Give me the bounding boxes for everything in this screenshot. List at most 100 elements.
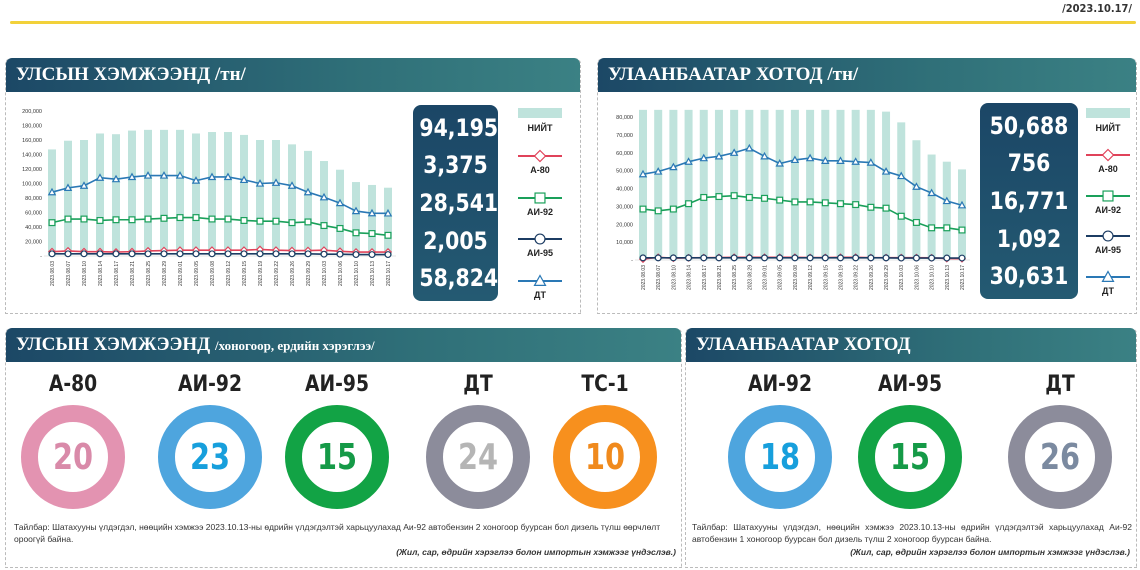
bar-total [256, 140, 264, 256]
national-note: Тайлбар: Шатахууны үлдэгдэл, нөөцийн хэм… [14, 522, 661, 544]
square-marker [669, 205, 677, 213]
square-marker [272, 217, 280, 225]
square-marker [654, 207, 662, 215]
triangle-marker [207, 172, 217, 181]
circle-marker [320, 250, 328, 258]
triangle-marker [533, 274, 547, 286]
circle-marker [730, 254, 738, 262]
legend-diamond-icon [518, 149, 562, 163]
square-marker [534, 191, 546, 204]
square-marker [761, 194, 769, 202]
triangle-marker [239, 175, 249, 184]
circle-marker [240, 250, 248, 258]
bar-total [912, 140, 921, 260]
total-value-ai92: 28,541 [419, 188, 499, 217]
fuel-label: А-80 [48, 372, 98, 397]
triangle-marker [881, 167, 891, 175]
triangle-marker [319, 192, 329, 201]
days-item: АИ-95 15 [850, 372, 970, 509]
triangle-marker [684, 157, 693, 165]
total-value-a80: 756 [1007, 149, 1051, 178]
city-volume-panel: УЛААНБААТАР ХОТОД /тн/ [597, 58, 1137, 314]
days-value: 15 [316, 436, 358, 478]
legend-swatch [518, 108, 562, 118]
legend-item-a80: А-80 [1083, 147, 1133, 174]
triangle-marker [255, 179, 265, 187]
circle-marker [669, 254, 677, 262]
y-tick-label: 200,000 [22, 109, 42, 115]
square-marker [836, 200, 844, 208]
bar-total [897, 122, 906, 260]
total-value-all: 94,195 [419, 113, 499, 142]
x-tick-label: 2023.09.12 [808, 265, 814, 290]
panel-title: УЛСЫН ХЭМЖЭЭНД [16, 64, 211, 85]
triangle-marker [775, 159, 784, 167]
days-donut: 24 [426, 405, 530, 509]
square-marker [288, 219, 296, 227]
x-tick-label: 2023.09.26 [869, 265, 875, 290]
triangle-marker [127, 172, 137, 181]
x-tick-label: 2023.09.05 [778, 265, 784, 290]
bar-total [96, 133, 104, 256]
circle-marker [192, 250, 200, 258]
square-marker [897, 212, 905, 220]
panel-header: УЛСЫН ХЭМЖЭЭНД /хоногоор, ердийн хэрэглэ… [6, 328, 681, 362]
days-value: 26 [1039, 436, 1081, 478]
circle-marker [912, 254, 920, 262]
legend-triangle-icon [1086, 270, 1130, 282]
circle-marker [128, 250, 136, 258]
circle-marker [791, 254, 799, 262]
bar-total [866, 109, 875, 260]
legend-bar-icon [518, 108, 562, 118]
bar-total [836, 109, 845, 260]
square-marker [336, 224, 344, 232]
triangle-marker [303, 187, 313, 196]
circle-marker [224, 250, 232, 258]
square-marker [867, 203, 875, 211]
legend-item-total: НИЙТ [515, 106, 565, 133]
legend-item-ai92: АИ-92 [515, 190, 565, 217]
triangle-marker [927, 188, 936, 197]
national-volume-panel: УЛСЫН ХЭМЖЭЭНД /тн/ [5, 58, 581, 314]
y-tick-label: 120,000 [22, 167, 42, 173]
triangle-marker [653, 167, 663, 175]
square-marker [192, 214, 200, 222]
x-tick-label: 2023.10.13 [370, 261, 376, 286]
x-tick-label: 2023.08.07 [66, 261, 72, 286]
y-tick-label: 60,000 [616, 151, 633, 157]
x-tick-label: 2023.08.10 [82, 261, 88, 286]
triangle-marker [714, 151, 724, 160]
legend-swatch [1086, 108, 1130, 118]
city-totals-box: 50,688 756 16,771 1,092 30,631 [980, 103, 1078, 299]
legend-label: ДТ [534, 290, 546, 300]
square-marker [224, 215, 232, 223]
triangle-marker [335, 198, 345, 207]
days-value: 18 [759, 436, 801, 478]
x-tick-label: 2023.10.10 [354, 261, 360, 286]
triangle-marker [175, 171, 185, 179]
x-tick-label: 2023.10.06 [338, 261, 344, 286]
square-marker [144, 215, 152, 223]
square-marker [48, 219, 56, 227]
circle-marker [256, 250, 264, 258]
circle-marker [64, 250, 72, 258]
square-marker [791, 198, 799, 206]
y-tick-label: 40,000 [25, 225, 42, 231]
square-marker [821, 199, 829, 207]
triangle-marker [95, 173, 105, 181]
series-line-ai92 [642, 194, 963, 231]
circle-marker [776, 254, 784, 262]
y-tick-label: 50,000 [616, 169, 633, 175]
triangle-marker [805, 153, 815, 162]
triangle-marker [383, 208, 393, 217]
days-donut: 15 [858, 405, 962, 509]
x-tick-label: 2023.09.01 [763, 265, 769, 290]
national-legend: НИЙТ А-80 АИ-92 АИ-95 ДТ [510, 106, 570, 300]
days-value: 20 [52, 436, 94, 478]
triangle-marker [866, 158, 876, 166]
x-tick-label: 2023.09.19 [258, 261, 264, 286]
legend-item-ai95: АИ-95 [515, 231, 565, 258]
x-tick-label: 2023.09.05 [194, 261, 200, 286]
x-tick-label: 2023.09.26 [290, 261, 296, 286]
circle-marker [272, 250, 280, 258]
